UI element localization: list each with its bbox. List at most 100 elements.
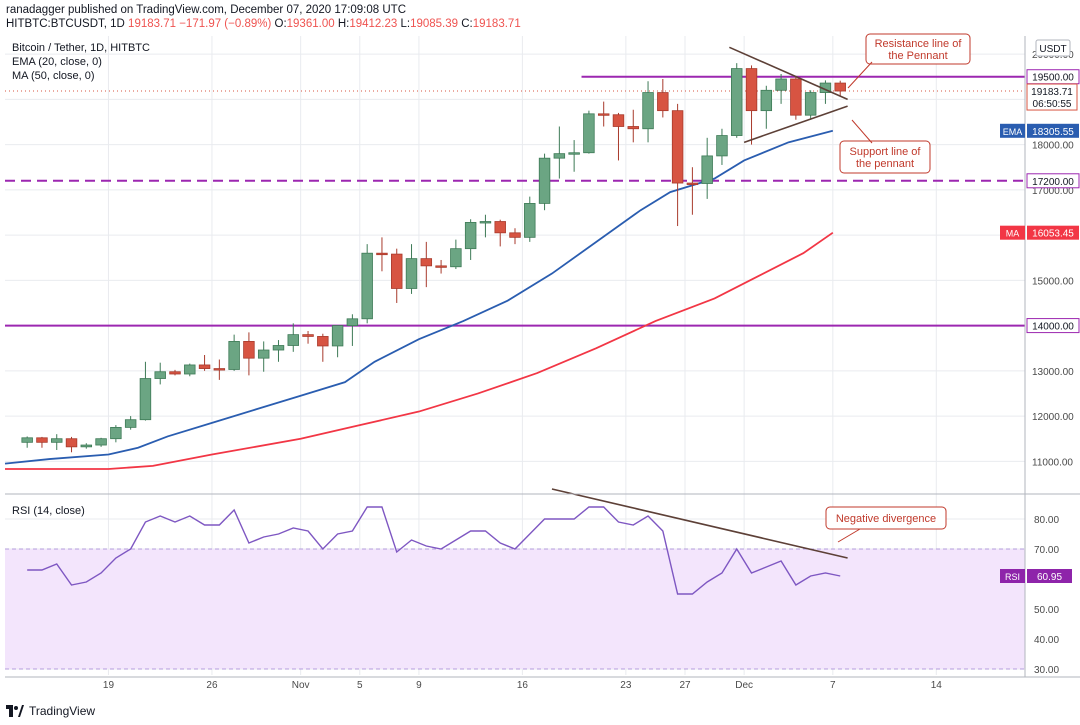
published-text: published on TradingView.com, December 0… xyxy=(68,4,406,16)
rsi-value-box xyxy=(1027,569,1072,583)
candle-body-44 xyxy=(671,110,684,184)
change-text: −171.97 (−0.89%) xyxy=(179,18,272,30)
candle-body-45 xyxy=(686,182,699,185)
candle-body-20 xyxy=(317,336,329,347)
rsi-tick-label-4: 70.00 xyxy=(1034,545,1059,556)
divergence-callout-text: Negative divergence xyxy=(836,513,936,525)
legend-ema: EMA (20, close, 0) xyxy=(12,56,102,68)
candle-body-38 xyxy=(583,113,595,154)
candle-body-24 xyxy=(376,252,388,256)
support-callout-line1: Support line of xyxy=(850,146,922,158)
time-tick-label-9: 7 xyxy=(830,680,836,691)
ema-axis-tag: EMA xyxy=(1003,127,1023,137)
price-tick-label-2: 13000.00 xyxy=(1032,367,1074,378)
ema-axis-tag-box xyxy=(1000,123,1025,138)
footer-brand-text: TradingView xyxy=(29,704,96,718)
rsi-tick-label-5: 80.00 xyxy=(1034,515,1059,526)
candle-body-2 xyxy=(51,438,63,443)
rsi-band-fill xyxy=(5,549,1025,669)
candle-body-36 xyxy=(553,153,566,159)
candle-body-21 xyxy=(331,325,344,347)
candle-body-49 xyxy=(745,68,758,112)
candle-body-11 xyxy=(184,364,196,375)
candle-body-6 xyxy=(110,426,122,440)
tradingview-logo-icon xyxy=(6,705,24,717)
ma-axis-tag-box xyxy=(1000,225,1025,240)
resistance-callout-line1: Resistance line of xyxy=(875,38,963,50)
ma-line-group xyxy=(4,129,834,470)
high-label: H: xyxy=(337,18,350,30)
support-callout: Support line of the pennant xyxy=(839,119,931,174)
ohlc-line: HITBTC:BTCUSDT, 1D 19183.71 −171.97 (−0.… xyxy=(6,18,521,30)
candle-body-43 xyxy=(657,92,669,112)
footer-brand[interactable]: TradingView xyxy=(6,704,95,718)
high-value: 19412.23 xyxy=(349,18,398,30)
rsi-tick-label-0: 30.00 xyxy=(1034,665,1059,676)
price-tick-label-1: 12000.00 xyxy=(1032,412,1074,423)
currency-label: USDT xyxy=(1039,44,1066,55)
candle-body-23 xyxy=(361,252,373,320)
candle-body-17 xyxy=(272,345,285,351)
time-tick-label-1: 26 xyxy=(206,680,218,691)
candle-body-1 xyxy=(36,437,48,443)
candle-body-37 xyxy=(568,152,580,155)
ema-value-box xyxy=(1027,123,1079,138)
ema-value-label: 18305.55 xyxy=(1032,127,1074,138)
resistance-callout: Resistance line of the Pennant xyxy=(847,33,971,89)
candle-body-50 xyxy=(760,89,773,112)
time-tick-label-3: 5 xyxy=(357,680,363,691)
time-tick-label-6: 23 xyxy=(620,680,632,691)
candle-body-4 xyxy=(80,444,93,448)
candle-body-16 xyxy=(257,349,270,359)
ma-axis-tag: MA xyxy=(1006,229,1020,239)
close-value: 19183.71 xyxy=(472,18,521,30)
candle-body-10 xyxy=(169,371,181,375)
ma-line xyxy=(5,231,834,470)
support-trendline xyxy=(743,105,848,144)
time-tick-label-4: 9 xyxy=(416,680,422,691)
candle-body-25 xyxy=(391,253,403,289)
last-price-box xyxy=(1026,83,1078,111)
candle-body-13 xyxy=(213,368,226,371)
rsi-axis-tag: RSI xyxy=(1005,572,1020,582)
author-name[interactable]: ranadagger xyxy=(6,4,65,16)
rsi-value-label: 60.95 xyxy=(1037,572,1062,583)
price-text: 19183.71 xyxy=(128,18,177,30)
candle-body-33 xyxy=(509,232,521,238)
candle-body-51 xyxy=(775,78,787,91)
level-label-1: 17200.00 xyxy=(1032,177,1074,188)
candle-body-31 xyxy=(479,221,492,224)
candle-body-27 xyxy=(420,258,433,267)
candle-body-19 xyxy=(302,334,314,337)
support-callout-line2: the pennant xyxy=(856,158,914,170)
price-tick-label-6: 17000.00 xyxy=(1032,186,1074,197)
candle-body-9 xyxy=(154,371,166,379)
chart-header: ranadagger published on TradingView.com,… xyxy=(0,0,1080,34)
price-tick-label-4: 15000.00 xyxy=(1032,276,1074,287)
level-label-0: 19500.00 xyxy=(1032,73,1074,84)
rsi-tick-label-1: 40.00 xyxy=(1034,635,1059,646)
candles xyxy=(21,63,846,453)
publisher-line: ranadagger published on TradingView.com,… xyxy=(6,4,406,16)
time-tick-label-0: 19 xyxy=(103,680,115,691)
candle-body-53 xyxy=(804,92,817,116)
price-tick-label-7: 18000.00 xyxy=(1032,141,1074,152)
legend-title: Bitcoin / Tether, 1D, HITBTC xyxy=(12,42,150,54)
candle-body-7 xyxy=(124,419,137,428)
candle-body-3 xyxy=(65,438,78,448)
candle-body-34 xyxy=(524,203,536,238)
candle-body-30 xyxy=(464,222,477,250)
time-tick-label-10: 14 xyxy=(931,680,943,691)
currency-badge[interactable] xyxy=(1035,39,1071,57)
ma-value-box xyxy=(1027,225,1079,240)
time-tick-label-8: Dec xyxy=(735,680,753,691)
time-tick-label-2: Nov xyxy=(292,680,310,691)
rsi-line xyxy=(27,506,841,595)
divergence-callout: Negative divergence xyxy=(825,506,947,543)
candle-body-48 xyxy=(731,68,743,136)
legend-ma: MA (50, close, 0) xyxy=(12,70,95,82)
low-label: L: xyxy=(400,18,411,30)
time-tick-label-7: 27 xyxy=(679,680,691,691)
candle-body-47 xyxy=(716,135,728,157)
